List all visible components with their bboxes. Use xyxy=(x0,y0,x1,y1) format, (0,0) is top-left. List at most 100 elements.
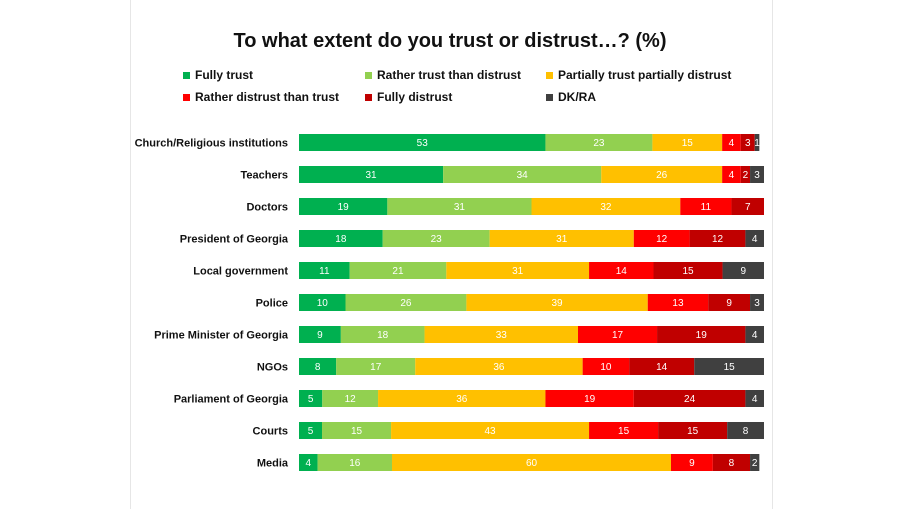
bar-segment xyxy=(378,390,546,407)
bar-segment xyxy=(740,166,751,183)
data-label: 24 xyxy=(684,394,696,405)
bar-segment xyxy=(392,454,671,471)
bar-segment xyxy=(745,230,764,247)
legend-swatch xyxy=(183,93,190,101)
data-label: 4 xyxy=(306,458,312,469)
data-label: 15 xyxy=(687,426,699,437)
data-label: 23 xyxy=(431,234,443,245)
category-label: Courts xyxy=(253,426,288,438)
bar-segment xyxy=(722,134,741,151)
data-label: 5 xyxy=(308,426,314,437)
bar-segment xyxy=(299,166,444,183)
legend-label: Rather distrust than trust xyxy=(195,90,340,104)
right-frame-line xyxy=(772,0,773,509)
bar-segment xyxy=(317,454,392,471)
legend-label: Partially trust partially distrust xyxy=(558,68,732,82)
category-label: Prime Minister of Georgia xyxy=(154,330,289,342)
data-label: 4 xyxy=(752,330,758,341)
data-label: 14 xyxy=(616,266,628,277)
data-label: 4 xyxy=(729,170,735,181)
legend-swatch xyxy=(365,71,372,79)
bar-segment xyxy=(299,326,341,343)
data-label: 19 xyxy=(584,394,596,405)
data-label: 16 xyxy=(349,458,361,469)
bar-segment xyxy=(671,454,713,471)
data-label: 18 xyxy=(335,234,347,245)
bar-segment xyxy=(322,422,392,439)
legend-label: DK/RA xyxy=(558,90,596,104)
data-label: 15 xyxy=(682,138,694,149)
data-label: 5 xyxy=(308,394,314,405)
legend-swatch xyxy=(546,93,553,101)
legend-item: Fully distrust xyxy=(365,90,452,104)
data-label: 31 xyxy=(512,266,524,277)
bar-segment xyxy=(652,134,723,151)
data-label: 7 xyxy=(745,202,751,213)
legend-label: Fully distrust xyxy=(377,90,453,104)
category-label: NGOs xyxy=(257,362,288,374)
data-label: 31 xyxy=(454,202,466,213)
data-label: 3 xyxy=(754,170,760,181)
data-label: 15 xyxy=(618,426,630,437)
data-label: 17 xyxy=(612,330,624,341)
data-label: 31 xyxy=(556,234,568,245)
legend-item: DK/RA xyxy=(546,90,596,104)
category-label: Media xyxy=(257,458,289,470)
bar-segment xyxy=(299,134,546,151)
bar-segment xyxy=(349,262,447,279)
data-label: 3 xyxy=(754,298,760,309)
data-label: 8 xyxy=(315,362,321,373)
bar-segment xyxy=(336,358,416,375)
data-label: 17 xyxy=(370,362,382,373)
bar-segment xyxy=(633,390,746,407)
bar-segment xyxy=(708,294,751,311)
category-label: President of Georgia xyxy=(180,234,289,246)
bar-segment xyxy=(589,262,654,279)
data-label: 39 xyxy=(552,298,564,309)
category-label: Teachers xyxy=(241,170,289,182)
legend-item: Rather distrust than trust xyxy=(183,90,339,104)
bar-segment xyxy=(680,198,732,215)
data-label: 9 xyxy=(689,458,695,469)
data-label: 33 xyxy=(496,330,508,341)
bar-segment xyxy=(694,358,764,375)
bar-segment xyxy=(657,326,746,343)
bar-segment xyxy=(299,262,350,279)
bar-segment xyxy=(391,422,590,439)
data-label: 4 xyxy=(752,394,758,405)
bar-segment xyxy=(299,358,337,375)
category-label: Doctors xyxy=(246,202,288,214)
data-label: 26 xyxy=(400,298,412,309)
bar-segment xyxy=(299,198,388,215)
bar-segment xyxy=(340,326,425,343)
data-label: 53 xyxy=(417,138,429,149)
legend-item: Fully trust xyxy=(183,68,253,82)
data-label: 10 xyxy=(600,362,612,373)
data-label: 12 xyxy=(345,394,357,405)
bar-segment xyxy=(578,326,658,343)
bar-segment xyxy=(658,422,728,439)
data-label: 8 xyxy=(743,426,749,437)
data-label: 12 xyxy=(712,234,724,245)
bar-segment xyxy=(647,294,709,311)
bar-segment xyxy=(745,390,764,407)
data-label: 1 xyxy=(754,138,760,149)
bar-segment xyxy=(545,134,653,151)
data-label: 11 xyxy=(701,202,712,213)
data-label: 4 xyxy=(729,138,735,149)
bar-segment xyxy=(629,358,695,375)
bar-segment xyxy=(754,134,760,151)
data-label: 2 xyxy=(752,458,758,469)
data-label: 3 xyxy=(745,138,751,149)
data-label: 9 xyxy=(726,298,732,309)
bar-segment xyxy=(722,262,764,279)
data-label: 21 xyxy=(392,266,404,277)
data-label: 15 xyxy=(724,362,736,373)
data-label: 13 xyxy=(672,298,684,309)
bar-segment xyxy=(712,454,751,471)
bar-segment xyxy=(424,326,578,343)
bar-segment xyxy=(299,230,383,247)
bar-segment xyxy=(653,262,723,279)
